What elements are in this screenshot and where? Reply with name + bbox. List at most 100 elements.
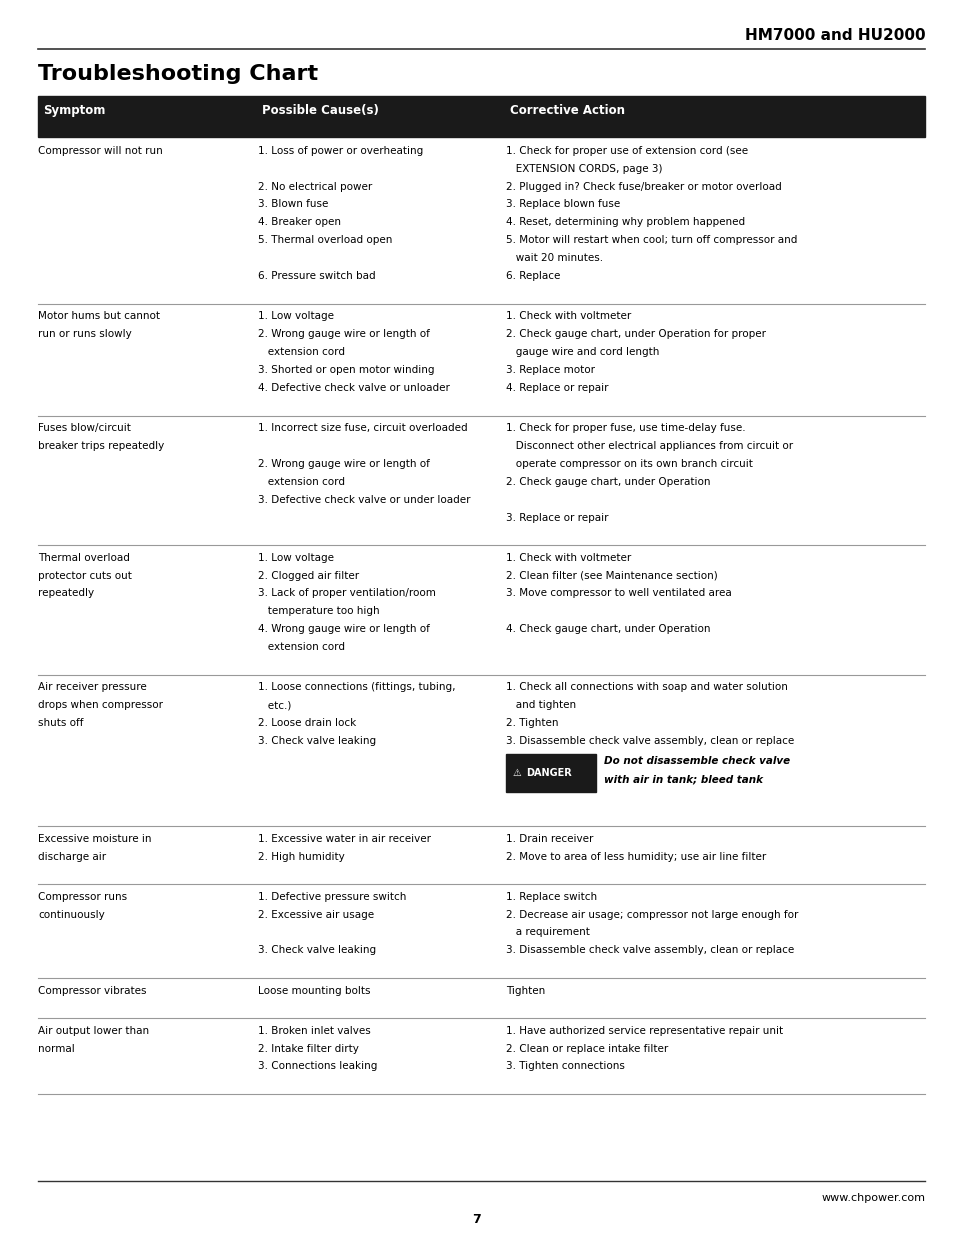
Text: Compressor runs: Compressor runs [38,892,127,902]
Text: 1. Check for proper use of extension cord (see: 1. Check for proper use of extension cor… [505,146,747,156]
Text: extension cord: extension cord [257,642,344,652]
Text: DANGER: DANGER [526,768,572,778]
Text: 4. Wrong gauge wire or length of: 4. Wrong gauge wire or length of [257,625,429,635]
Text: a requirement: a requirement [505,927,589,937]
Text: 1. Broken inlet valves: 1. Broken inlet valves [257,1025,370,1036]
Bar [38,96,924,137]
Text: 1. Defective pressure switch: 1. Defective pressure switch [257,892,406,902]
Text: continuously: continuously [38,909,105,920]
Text: 4. Check gauge chart, under Operation: 4. Check gauge chart, under Operation [505,625,709,635]
Text: www.chpower.com: www.chpower.com [821,1193,924,1203]
Text: 2. No electrical power: 2. No electrical power [257,182,372,191]
Text: 1. Low voltage: 1. Low voltage [257,553,334,563]
Text: normal: normal [38,1044,75,1053]
Text: Troubleshooting Chart: Troubleshooting Chart [38,64,318,84]
Text: 1. Check with voltmeter: 1. Check with voltmeter [505,553,630,563]
Text: operate compressor on its own branch circuit: operate compressor on its own branch cir… [505,459,752,469]
Text: 4. Defective check valve or unloader: 4. Defective check valve or unloader [257,383,449,393]
Text: 2. Clean filter (see Maintenance section): 2. Clean filter (see Maintenance section… [505,571,717,580]
Text: EXTENSION CORDS, page 3): EXTENSION CORDS, page 3) [505,164,661,174]
Text: ⚠: ⚠ [512,768,520,778]
Text: 1. Have authorized service representative repair unit: 1. Have authorized service representativ… [505,1025,781,1036]
Text: 2. Tighten: 2. Tighten [505,719,558,729]
Text: 2. Excessive air usage: 2. Excessive air usage [257,909,374,920]
Text: 3. Replace or repair: 3. Replace or repair [505,513,607,522]
Text: 2. Wrong gauge wire or length of: 2. Wrong gauge wire or length of [257,459,429,469]
Text: 3. Connections leaking: 3. Connections leaking [257,1061,376,1072]
Text: etc.): etc.) [257,700,291,710]
Text: 3. Lack of proper ventilation/room: 3. Lack of proper ventilation/room [257,589,435,599]
Text: Tighten: Tighten [505,986,544,995]
Text: 2. Check gauge chart, under Operation for proper: 2. Check gauge chart, under Operation fo… [505,329,765,340]
Bar [505,753,596,793]
Text: wait 20 minutes.: wait 20 minutes. [505,253,602,263]
Text: drops when compressor: drops when compressor [38,700,163,710]
Text: 1. Drain receiver: 1. Drain receiver [505,834,593,844]
Text: 1. Check with voltmeter: 1. Check with voltmeter [505,311,630,321]
Text: 3. Move compressor to well ventilated area: 3. Move compressor to well ventilated ar… [505,589,731,599]
Text: 2. Loose drain lock: 2. Loose drain lock [257,719,355,729]
Text: extension cord: extension cord [257,347,344,357]
Text: Air receiver pressure: Air receiver pressure [38,682,147,693]
Text: and tighten: and tighten [505,700,576,710]
Text: shuts off: shuts off [38,719,84,729]
Text: Do not disassemble check valve: Do not disassemble check valve [603,756,789,767]
Text: gauge wire and cord length: gauge wire and cord length [505,347,659,357]
Text: 3. Defective check valve or under loader: 3. Defective check valve or under loader [257,495,470,505]
Text: 1. Low voltage: 1. Low voltage [257,311,334,321]
Text: 2. Decrease air usage; compressor not large enough for: 2. Decrease air usage; compressor not la… [505,909,797,920]
Text: 7: 7 [472,1213,481,1226]
Text: 4. Reset, determining why problem happened: 4. Reset, determining why problem happen… [505,217,744,227]
Text: 4. Breaker open: 4. Breaker open [257,217,340,227]
Text: Thermal overload: Thermal overload [38,553,130,563]
Text: 3. Check valve leaking: 3. Check valve leaking [257,736,375,746]
Text: Air output lower than: Air output lower than [38,1025,149,1036]
Text: 1. Incorrect size fuse, circuit overloaded: 1. Incorrect size fuse, circuit overload… [257,424,467,433]
Text: 2. Clean or replace intake filter: 2. Clean or replace intake filter [505,1044,667,1053]
Text: 2. Plugged in? Check fuse/breaker or motor overload: 2. Plugged in? Check fuse/breaker or mot… [505,182,781,191]
Text: 1. Check for proper fuse, use time-delay fuse.: 1. Check for proper fuse, use time-delay… [505,424,744,433]
Text: 3. Shorted or open motor winding: 3. Shorted or open motor winding [257,366,434,375]
Text: 2. Clogged air filter: 2. Clogged air filter [257,571,358,580]
Text: 3. Replace blown fuse: 3. Replace blown fuse [505,199,619,210]
Text: discharge air: discharge air [38,852,106,862]
Text: 1. Excessive water in air receiver: 1. Excessive water in air receiver [257,834,430,844]
Text: breaker trips repeatedly: breaker trips repeatedly [38,441,164,451]
Text: 1. Loose connections (fittings, tubing,: 1. Loose connections (fittings, tubing, [257,682,455,693]
Text: 2. Wrong gauge wire or length of: 2. Wrong gauge wire or length of [257,329,429,340]
Text: with air in tank; bleed tank: with air in tank; bleed tank [603,774,762,784]
Text: 5. Motor will restart when cool; turn off compressor and: 5. Motor will restart when cool; turn of… [505,236,796,246]
Text: run or runs slowly: run or runs slowly [38,329,132,340]
Text: 3. Replace motor: 3. Replace motor [505,366,594,375]
Text: Possible Cause(s): Possible Cause(s) [262,104,379,117]
Text: Loose mounting bolts: Loose mounting bolts [257,986,370,995]
Text: 1. Replace switch: 1. Replace switch [505,892,597,902]
Text: 1. Check all connections with soap and water solution: 1. Check all connections with soap and w… [505,682,786,693]
Text: HM7000 and HU2000: HM7000 and HU2000 [744,28,924,43]
Text: 2. Intake filter dirty: 2. Intake filter dirty [257,1044,358,1053]
Text: 3. Disassemble check valve assembly, clean or replace: 3. Disassemble check valve assembly, cle… [505,946,793,956]
Text: extension cord: extension cord [257,477,344,487]
Text: 2. Move to area of less humidity; use air line filter: 2. Move to area of less humidity; use ai… [505,852,765,862]
Text: 6. Replace: 6. Replace [505,272,559,282]
Text: Compressor vibrates: Compressor vibrates [38,986,147,995]
Text: temperature too high: temperature too high [257,606,378,616]
Text: Motor hums but cannot: Motor hums but cannot [38,311,160,321]
Text: Symptom: Symptom [43,104,105,117]
Text: Corrective Action: Corrective Action [510,104,625,117]
Text: 2. Check gauge chart, under Operation: 2. Check gauge chart, under Operation [505,477,709,487]
Text: 3. Disassemble check valve assembly, clean or replace: 3. Disassemble check valve assembly, cle… [505,736,793,746]
Text: Disconnect other electrical appliances from circuit or: Disconnect other electrical appliances f… [505,441,792,451]
Text: repeatedly: repeatedly [38,589,94,599]
Text: Compressor will not run: Compressor will not run [38,146,163,156]
Text: 3. Blown fuse: 3. Blown fuse [257,199,328,210]
Text: protector cuts out: protector cuts out [38,571,132,580]
Text: Fuses blow/circuit: Fuses blow/circuit [38,424,131,433]
Text: 1. Loss of power or overheating: 1. Loss of power or overheating [257,146,422,156]
Text: 6. Pressure switch bad: 6. Pressure switch bad [257,272,375,282]
Text: 2. High humidity: 2. High humidity [257,852,344,862]
Text: Excessive moisture in: Excessive moisture in [38,834,152,844]
Text: 3. Tighten connections: 3. Tighten connections [505,1061,624,1072]
Text: 4. Replace or repair: 4. Replace or repair [505,383,607,393]
Text: 3. Check valve leaking: 3. Check valve leaking [257,946,375,956]
